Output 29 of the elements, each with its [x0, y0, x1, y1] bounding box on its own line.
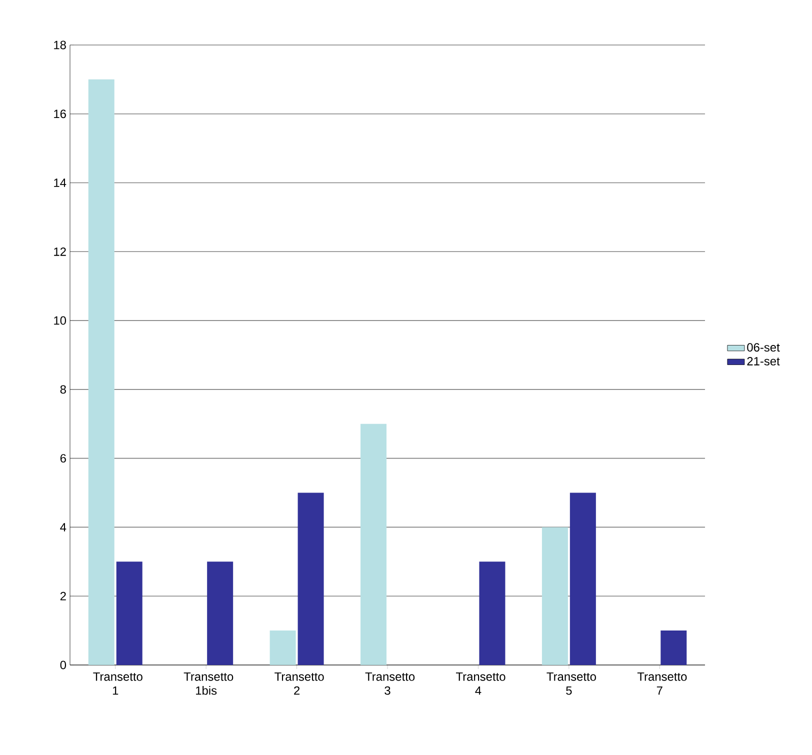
y-tick-label: 4	[60, 523, 66, 532]
x-tick-label: Transetto 3	[365, 672, 415, 695]
bar	[479, 562, 506, 665]
bar	[207, 562, 234, 665]
bar	[88, 79, 114, 665]
bar	[660, 630, 687, 665]
y-tick-label: 6	[60, 454, 66, 463]
y-tick-label: 14	[54, 178, 66, 187]
bar	[360, 424, 387, 665]
x-tick-label: Transetto 5	[546, 672, 596, 695]
x-tick-label: Transetto 1	[93, 672, 142, 695]
bar	[298, 492, 324, 665]
x-tick-label: Transetto 2	[274, 672, 324, 695]
y-tick-label: 12	[54, 247, 66, 256]
x-tick-label: Transetto 1bis	[184, 672, 234, 695]
bar	[542, 527, 568, 665]
bar	[570, 492, 596, 665]
legend-label: 06-set	[747, 343, 780, 352]
bar	[270, 630, 296, 665]
legend-label: 21-set	[747, 356, 780, 366]
y-tick-label: 8	[60, 385, 66, 394]
x-tick-label: Transetto 7	[637, 672, 687, 695]
y-tick-label: 18	[54, 40, 66, 50]
y-tick-label: 10	[54, 316, 66, 325]
x-tick-label: Transetto 4	[456, 672, 506, 695]
y-tick-label: 0	[60, 660, 66, 670]
y-tick-label: 2	[60, 592, 66, 600]
y-tick-label: 16	[54, 110, 66, 118]
bar	[116, 562, 142, 665]
